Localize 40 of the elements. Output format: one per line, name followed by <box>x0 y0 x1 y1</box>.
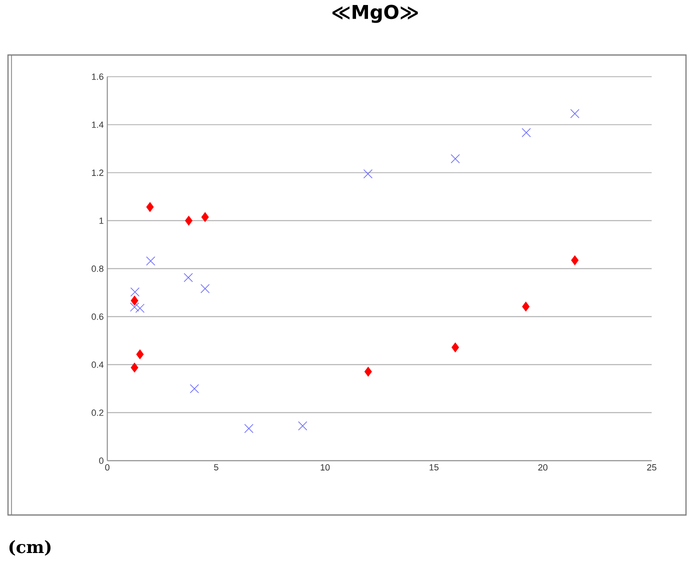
y-tick-label: 0 <box>99 458 104 464</box>
y-tick-label: 0.2 <box>92 410 104 416</box>
chart-title: ≪MgO≫ <box>332 4 418 23</box>
x-tick-label: 10 <box>320 464 330 471</box>
x-tick-label: 0 <box>105 464 110 471</box>
point <box>130 362 138 372</box>
point <box>298 421 308 430</box>
y-tick-label: 1.6 <box>92 74 104 80</box>
x-tick-label: 15 <box>430 464 439 470</box>
point <box>522 302 530 312</box>
x-axis-title: (cm) <box>9 540 51 556</box>
point <box>130 296 138 306</box>
point <box>130 287 140 297</box>
point <box>190 384 199 394</box>
point <box>136 350 144 360</box>
point <box>135 304 145 313</box>
point <box>244 424 254 434</box>
point <box>185 216 192 226</box>
point <box>364 366 372 376</box>
point <box>200 284 210 294</box>
x-tick-label: 5 <box>214 464 218 470</box>
point <box>201 212 209 222</box>
point <box>570 109 580 118</box>
y-tick-label: 1.4 <box>92 122 104 128</box>
x-tick-label: 20 <box>538 464 548 471</box>
point <box>130 302 140 312</box>
point <box>452 342 459 352</box>
y-tick-label: 0.6 <box>92 314 104 320</box>
point <box>146 256 156 266</box>
y-tick-label: 0.8 <box>92 266 104 272</box>
x-tick-label: 25 <box>647 464 656 471</box>
point <box>571 255 579 266</box>
y-tick-label: 0.4 <box>92 362 104 368</box>
y-tick-label: 1.2 <box>92 170 104 176</box>
point <box>450 154 460 164</box>
point <box>146 202 154 212</box>
point <box>522 128 531 138</box>
point <box>363 169 373 178</box>
point <box>184 272 193 282</box>
y-tick-label: 1 <box>99 218 104 224</box>
